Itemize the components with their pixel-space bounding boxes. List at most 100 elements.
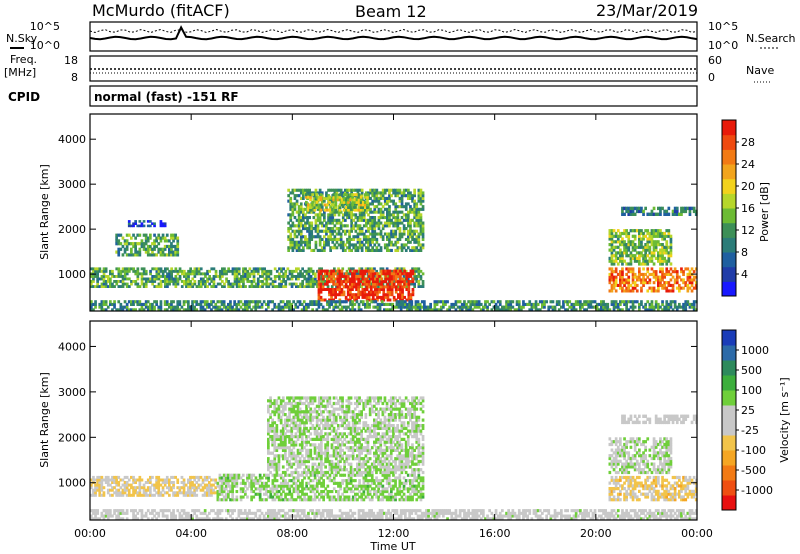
echo-cell bbox=[597, 302, 601, 306]
echo-cell bbox=[263, 498, 266, 502]
echo-cell bbox=[218, 282, 222, 286]
echo-cell bbox=[104, 308, 108, 312]
echo-cell bbox=[305, 200, 308, 204]
echo-cell bbox=[191, 272, 195, 276]
echo-cell bbox=[659, 212, 662, 216]
echo-cell bbox=[642, 278, 645, 282]
echo-cell bbox=[663, 275, 666, 279]
echo-cell bbox=[397, 300, 401, 304]
echo-cell bbox=[159, 220, 163, 223]
echo-cell bbox=[201, 486, 205, 490]
echo-cell bbox=[136, 478, 140, 482]
echo-cell bbox=[307, 498, 311, 502]
echo-cell bbox=[265, 481, 268, 485]
echo-cell bbox=[433, 300, 437, 304]
echo-cell bbox=[338, 285, 342, 289]
echo-cell bbox=[256, 267, 260, 271]
echo-cell bbox=[354, 243, 358, 247]
echo-cell bbox=[267, 495, 270, 499]
echo-cell bbox=[293, 246, 297, 250]
echo-cell bbox=[400, 269, 404, 273]
echo-cell bbox=[398, 476, 402, 480]
echo-cell bbox=[123, 481, 127, 484]
echo-cell bbox=[377, 196, 381, 200]
echo-cell bbox=[392, 191, 395, 195]
echo-cell bbox=[407, 229, 410, 233]
echo-cell bbox=[407, 194, 410, 198]
echo-cell bbox=[358, 481, 361, 485]
echo-cell bbox=[328, 277, 332, 281]
echo-cell bbox=[522, 302, 525, 306]
echo-cell bbox=[310, 237, 314, 241]
echo-cell bbox=[337, 210, 341, 214]
echo-cell bbox=[608, 229, 612, 233]
echo-cell bbox=[235, 481, 239, 485]
echo-cell bbox=[273, 437, 277, 441]
echo-cell bbox=[379, 202, 383, 206]
echo-cell bbox=[292, 487, 296, 491]
echo-cell bbox=[294, 302, 298, 306]
echo-cell bbox=[374, 272, 377, 276]
echo-cell bbox=[386, 288, 390, 291]
echo-cell bbox=[351, 308, 354, 312]
echo-cell bbox=[182, 481, 186, 484]
echo-cell bbox=[612, 270, 616, 274]
echo-cell bbox=[309, 269, 313, 273]
echo-cell bbox=[682, 302, 685, 306]
echo-cell bbox=[410, 300, 414, 304]
echo-cell bbox=[625, 286, 628, 290]
echo-cell bbox=[312, 227, 316, 231]
echo-cell bbox=[682, 281, 685, 285]
echo-cell bbox=[96, 481, 99, 484]
echo-cell bbox=[290, 282, 294, 286]
echo-cell bbox=[323, 216, 326, 220]
echo-cell bbox=[413, 207, 416, 211]
echo-cell bbox=[627, 278, 631, 282]
echo-cell bbox=[419, 487, 423, 491]
echo-cell bbox=[359, 274, 363, 278]
echo-cell bbox=[284, 413, 287, 417]
echo-cell bbox=[654, 245, 658, 249]
echo-cell bbox=[627, 231, 631, 236]
echo-cell bbox=[289, 199, 293, 203]
echo-cell bbox=[682, 286, 685, 290]
echo-cell bbox=[250, 495, 253, 499]
echo-cell bbox=[492, 305, 496, 309]
echo-cell bbox=[317, 195, 321, 199]
echo-cell bbox=[159, 222, 163, 225]
echo-cell bbox=[690, 281, 694, 285]
echo-cell bbox=[307, 305, 310, 309]
echo-cell bbox=[292, 282, 296, 286]
echo-cell bbox=[174, 250, 177, 254]
echo-cell bbox=[267, 429, 270, 433]
echo-cell bbox=[138, 483, 142, 487]
echo-cell bbox=[509, 308, 513, 312]
echo-cell bbox=[621, 243, 624, 247]
echo-cell bbox=[547, 305, 551, 309]
echo-cell bbox=[161, 253, 165, 257]
echo-cell bbox=[252, 275, 256, 278]
echo-cell bbox=[608, 272, 612, 276]
echo-cell bbox=[205, 486, 209, 490]
echo-cell bbox=[286, 421, 289, 425]
cpid-label: CPID bbox=[8, 90, 40, 104]
echo-cell bbox=[682, 209, 685, 214]
echo-cell bbox=[277, 473, 281, 477]
echo-cell bbox=[688, 275, 692, 279]
echo-cell bbox=[275, 468, 279, 472]
echo-cell bbox=[320, 229, 324, 233]
echo-cell bbox=[185, 272, 188, 276]
echo-cell bbox=[273, 446, 277, 450]
echo-cell bbox=[144, 282, 148, 286]
echo-cell bbox=[273, 462, 277, 466]
echo-cell bbox=[100, 478, 104, 482]
echo-cell bbox=[400, 246, 404, 250]
echo-cell bbox=[191, 282, 195, 286]
echo-cell bbox=[176, 250, 180, 254]
echo-cell bbox=[224, 308, 228, 312]
echo-cell bbox=[317, 277, 321, 281]
echo-cell bbox=[303, 492, 306, 496]
echo-cell bbox=[528, 300, 532, 304]
echo-cell bbox=[153, 222, 156, 225]
echo-cell bbox=[130, 475, 133, 479]
